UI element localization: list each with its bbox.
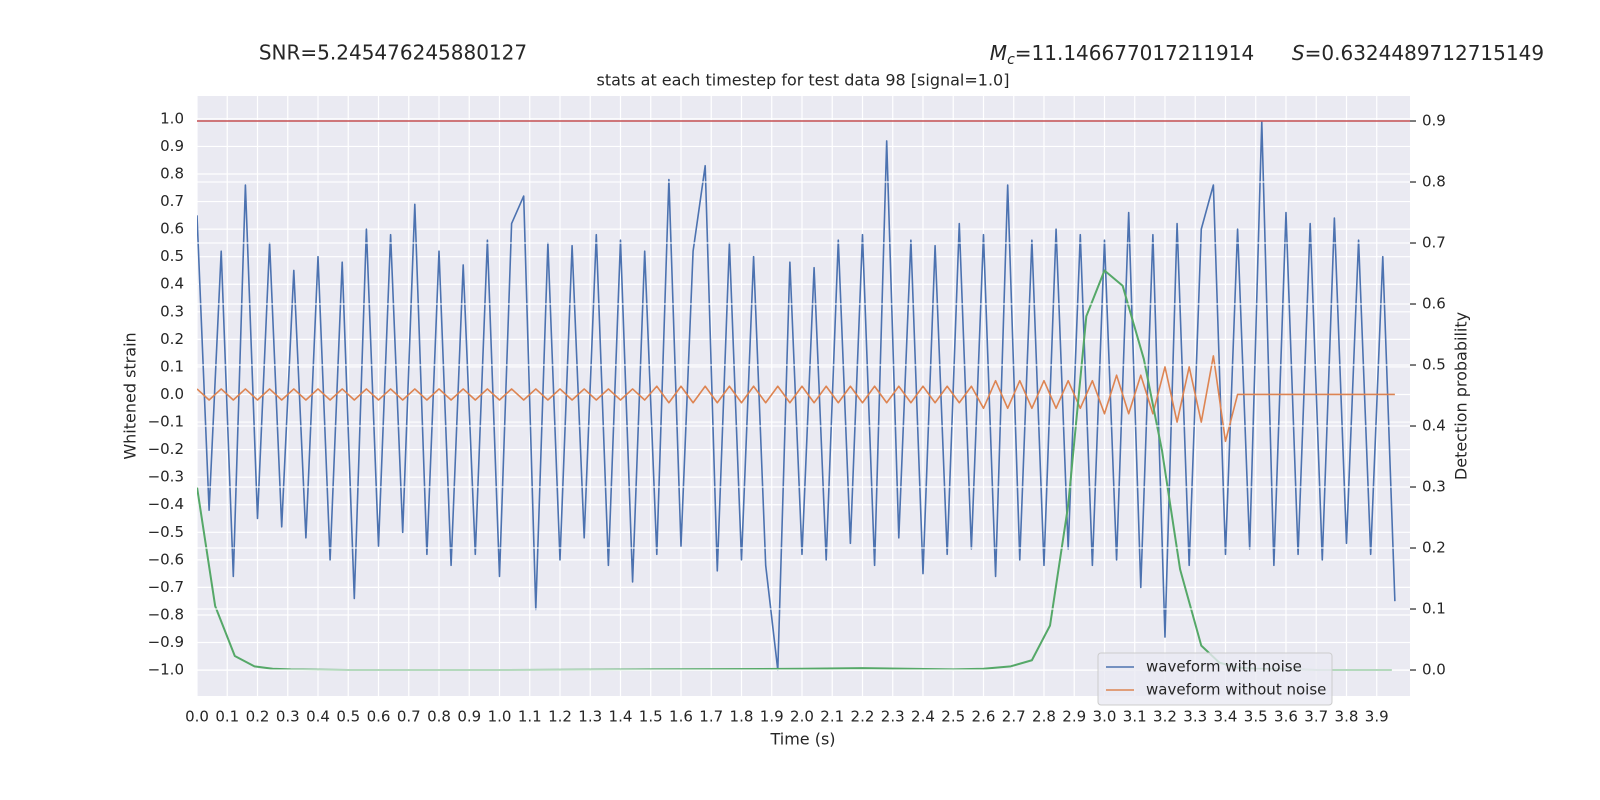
x-tick-label: 0.1 <box>215 708 239 726</box>
series-line <box>197 269 1392 672</box>
x-axis-label: Time (s) <box>769 730 835 749</box>
x-tick-label: 2.1 <box>820 708 844 726</box>
mc-annotation: Mc=11.146677017211914 <box>990 41 1254 69</box>
y2-tick-label: 0.6 <box>1422 295 1446 313</box>
legend-box <box>1097 652 1333 706</box>
x-tick-label: 1.7 <box>699 708 723 726</box>
chart-title: stats at each timestep for test data 98 … <box>597 71 1010 90</box>
x-tick-label: 3.5 <box>1244 708 1268 726</box>
y-tick-label: 0.7 <box>160 192 184 210</box>
x-tick-label: 3.3 <box>1183 708 1207 726</box>
x-tick-label: 3.7 <box>1304 708 1328 726</box>
mc-symbol: M <box>990 41 1007 65</box>
x-tick-label: 2.2 <box>851 708 875 726</box>
x-tick-label: 0.9 <box>457 708 481 726</box>
plot-layer <box>197 120 1396 672</box>
x-tick-label: 3.1 <box>1123 708 1147 726</box>
x-tick-label: 0.0 <box>185 708 209 726</box>
x-tick-label: 1.8 <box>730 708 754 726</box>
legend-label: waveform with noise <box>1146 658 1302 676</box>
x-tick-label: 3.2 <box>1153 708 1177 726</box>
x-tick-label: 1.2 <box>548 708 572 726</box>
y-tick-label: −0.3 <box>148 468 184 486</box>
x-tick-label: 1.9 <box>760 708 784 726</box>
x-tick-label: 0.3 <box>276 708 300 726</box>
y2-tick-label: 0.8 <box>1422 173 1446 191</box>
y-tick-label: 0.6 <box>160 220 184 238</box>
mc-subscript: c <box>1007 52 1015 68</box>
x-tick-label: 0.7 <box>397 708 421 726</box>
y-tick-label: −0.8 <box>148 605 184 623</box>
y-tick-label: −0.6 <box>148 550 184 568</box>
y2-tick-label: 0.0 <box>1422 661 1446 679</box>
x-tick-label: 3.6 <box>1274 708 1298 726</box>
y2-axis-label: Detection probability <box>1452 312 1471 480</box>
s-text: =0.6324489712715149 <box>1305 41 1544 65</box>
y-tick-label: 1.0 <box>160 109 184 127</box>
y-tick-label: 0.1 <box>160 357 184 375</box>
s-annotation: S=0.6324489712715149 <box>1292 41 1544 65</box>
x-tick-label: 2.3 <box>881 708 905 726</box>
y2-tick-label: 0.1 <box>1422 600 1446 618</box>
snr-annotation: SNR=5.245476245880127 <box>259 41 527 65</box>
y-tick-label: −1.0 <box>148 661 184 679</box>
y-tick-label: 0.5 <box>160 247 184 265</box>
y-axis-label: Whitened strain <box>121 332 140 459</box>
x-tick-label: 2.5 <box>941 708 965 726</box>
x-tick-label: 3.0 <box>1093 708 1117 726</box>
x-tick-label: 2.6 <box>972 708 996 726</box>
x-tick-label: 2.0 <box>790 708 814 726</box>
x-tick-label: 0.4 <box>306 708 330 726</box>
y-tick-label: −0.9 <box>148 633 184 651</box>
x-tick-label: 1.3 <box>578 708 602 726</box>
y-tick-label: −0.2 <box>148 440 184 458</box>
x-tick-label: 2.8 <box>1032 708 1056 726</box>
y2-tick-label: 0.4 <box>1422 417 1446 435</box>
x-tick-label: 3.8 <box>1335 708 1359 726</box>
y2-tick-label: 0.9 <box>1422 112 1446 130</box>
x-tick-label: 2.7 <box>1002 708 1026 726</box>
y2-tick-label: 0.5 <box>1422 356 1446 374</box>
x-tick-label: 1.0 <box>488 708 512 726</box>
x-tick-label: 3.9 <box>1365 708 1389 726</box>
y2-tick-label: 0.3 <box>1422 478 1446 496</box>
x-tick-label: 2.9 <box>1062 708 1086 726</box>
x-tick-label: 0.6 <box>367 708 391 726</box>
y-tick-label: −0.7 <box>148 578 184 596</box>
s-symbol: S <box>1292 41 1305 65</box>
y-tick-label: −0.5 <box>148 523 184 541</box>
x-tick-label: 1.6 <box>669 708 693 726</box>
legend-label: waveform without noise <box>1146 681 1326 699</box>
y2-tick-label: 0.2 <box>1422 539 1446 557</box>
y-tick-label: −0.4 <box>148 495 184 513</box>
x-tick-label: 2.4 <box>911 708 935 726</box>
series-line <box>197 355 1395 443</box>
x-tick-label: 1.4 <box>609 708 633 726</box>
y-tick-label: 0.0 <box>160 385 184 403</box>
y-tick-label: 0.8 <box>160 164 184 182</box>
y2-tick-label: 0.7 <box>1422 234 1446 252</box>
x-tick-label: 1.1 <box>518 708 542 726</box>
x-tick-label: 0.2 <box>246 708 270 726</box>
y-tick-label: 0.3 <box>160 302 184 320</box>
x-tick-label: 0.5 <box>336 708 360 726</box>
y-tick-label: 0.9 <box>160 137 184 155</box>
x-tick-label: 1.5 <box>639 708 663 726</box>
y-tick-label: −0.1 <box>148 413 184 431</box>
y-tick-label: 0.4 <box>160 275 184 293</box>
x-tick-label: 3.4 <box>1214 708 1238 726</box>
y-tick-label: 0.2 <box>160 330 184 348</box>
mc-text: =11.146677017211914 <box>1015 41 1254 65</box>
x-tick-label: 0.8 <box>427 708 451 726</box>
